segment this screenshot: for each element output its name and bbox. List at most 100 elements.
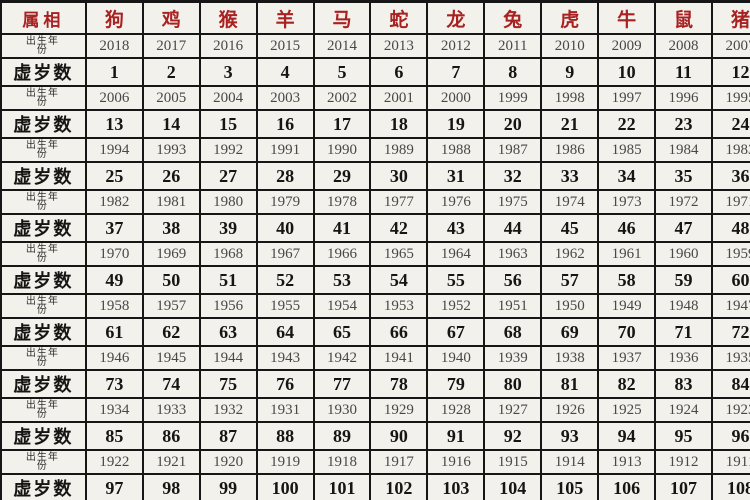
nominal-age-row: 虚岁数 61 62 63 64 65 66 67 68 69 70 71 72 [2,319,750,347]
year-cell: 1968 [200,243,258,267]
birth-year-label-line2: 份 [36,97,48,108]
age-cell: 74 [143,371,201,399]
year-cell: 1993 [143,139,201,163]
age-cell: 87 [200,423,258,451]
age-cell: 32 [485,163,543,191]
age-cell: 40 [257,215,315,243]
year-cell: 1964 [428,243,486,267]
year-cell: 2014 [314,35,372,59]
age-cell: 22 [599,111,657,139]
age-cell: 30 [371,163,429,191]
year-cell: 1989 [371,139,429,163]
year-cell: 1913 [599,451,657,475]
year-cell: 1958 [86,295,144,319]
birth-year-row: 出生年份 1982 1981 1980 1979 1978 1977 1976 1975 1974… [2,191,750,215]
year-cell: 1999 [485,87,543,111]
year-cell: 1955 [257,295,315,319]
year-cell: 1931 [257,399,315,423]
year-cell: 1921 [143,451,201,475]
age-cell: 34 [599,163,657,191]
age-cell: 13 [86,111,144,139]
age-cell: 93 [542,423,600,451]
nominal-age-row: 虚岁数 73 74 75 76 77 78 79 80 81 82 83 84 [2,371,750,399]
age-cell: 6 [371,59,429,87]
year-cell: 1990 [314,139,372,163]
year-cell: 1987 [485,139,543,163]
zodiac-header-cell: 狗 [86,3,144,35]
year-cell: 1956 [200,295,258,319]
year-cell: 1947 [713,295,750,319]
age-cell: 99 [200,475,258,500]
age-cell: 2 [143,59,201,87]
age-cell: 106 [599,475,657,500]
birth-year-label-line1: 出生年 [25,296,59,307]
age-cell: 53 [314,267,372,295]
zodiac-header-cell: 虎 [542,3,600,35]
age-cell: 96 [713,423,750,451]
age-cell: 94 [599,423,657,451]
year-cell: 1938 [542,347,600,371]
age-cell: 26 [143,163,201,191]
age-cell: 49 [86,267,144,295]
year-cell: 1965 [371,243,429,267]
birth-year-row: 出生年份 2006 2005 2004 2003 2002 2001 2000 1999 1998… [2,87,750,111]
birth-year-label-line1: 出生年 [25,36,59,47]
zodiac-header-cell: 鸡 [143,3,201,35]
zodiac-header-cell: 龙 [428,3,486,35]
age-cell: 38 [143,215,201,243]
zodiac-header-cell: 兔 [485,3,543,35]
year-cell: 1936 [656,347,713,371]
zodiac-header-cell: 鼠 [656,3,713,35]
age-row-label: 虚岁数 [2,111,87,139]
year-cell: 2015 [257,35,315,59]
age-cell: 57 [542,267,600,295]
age-cell: 79 [428,371,486,399]
year-cell: 1966 [314,243,372,267]
birth-year-row-label: 出生年份 [2,451,87,475]
nominal-age-row: 虚岁数 1 2 3 4 5 6 7 8 9 10 11 12 [2,59,750,87]
age-cell: 14 [143,111,201,139]
year-cell: 1948 [656,295,713,319]
age-cell: 100 [257,475,315,500]
age-cell: 95 [656,423,713,451]
age-cell: 76 [257,371,315,399]
birth-year-label-line2: 份 [36,461,48,472]
year-cell: 2002 [314,87,372,111]
birth-year-row-label: 出生年份 [2,295,87,319]
birth-year-row: 出生年份 1958 1957 1956 1955 1954 1953 1952 1951 1950… [2,295,750,319]
year-cell: 2016 [200,35,258,59]
year-cell: 1922 [86,451,144,475]
nominal-age-row: 虚岁数 85 86 87 88 89 90 91 92 93 94 95 96 [2,423,750,451]
year-cell: 1980 [200,191,258,215]
year-cell: 1939 [485,347,543,371]
age-cell: 36 [713,163,750,191]
year-cell: 2018 [86,35,144,59]
zodiac-header-row: 属相狗鸡猴羊马蛇龙兔虎牛鼠猪 [2,3,750,35]
year-cell: 1983 [713,139,750,163]
year-cell: 1930 [314,399,372,423]
birth-year-label-line2: 份 [36,305,48,316]
age-cell: 91 [428,423,486,451]
year-cell: 1941 [371,347,429,371]
age-row-label: 虚岁数 [2,163,87,191]
year-cell: 1991 [257,139,315,163]
birth-year-label-line1: 出生年 [25,452,59,463]
age-cell: 39 [200,215,258,243]
age-cell: 50 [143,267,201,295]
birth-year-label-line1: 出生年 [25,140,59,151]
age-row-label: 虚岁数 [2,319,87,347]
year-cell: 1920 [200,451,258,475]
year-cell: 2005 [143,87,201,111]
age-cell: 25 [86,163,144,191]
zodiac-header-cell: 猪 [713,3,750,35]
birth-year-row-label: 出生年份 [2,243,87,267]
year-cell: 1945 [143,347,201,371]
year-cell: 1914 [542,451,600,475]
year-cell: 1959 [713,243,750,267]
year-cell: 1981 [143,191,201,215]
birth-year-row-label: 出生年份 [2,87,87,111]
nominal-age-row: 虚岁数979899100101102103104105106107108 [2,475,750,500]
age-cell: 18 [371,111,429,139]
year-cell: 1986 [542,139,600,163]
zodiac-header-cell: 蛇 [371,3,429,35]
